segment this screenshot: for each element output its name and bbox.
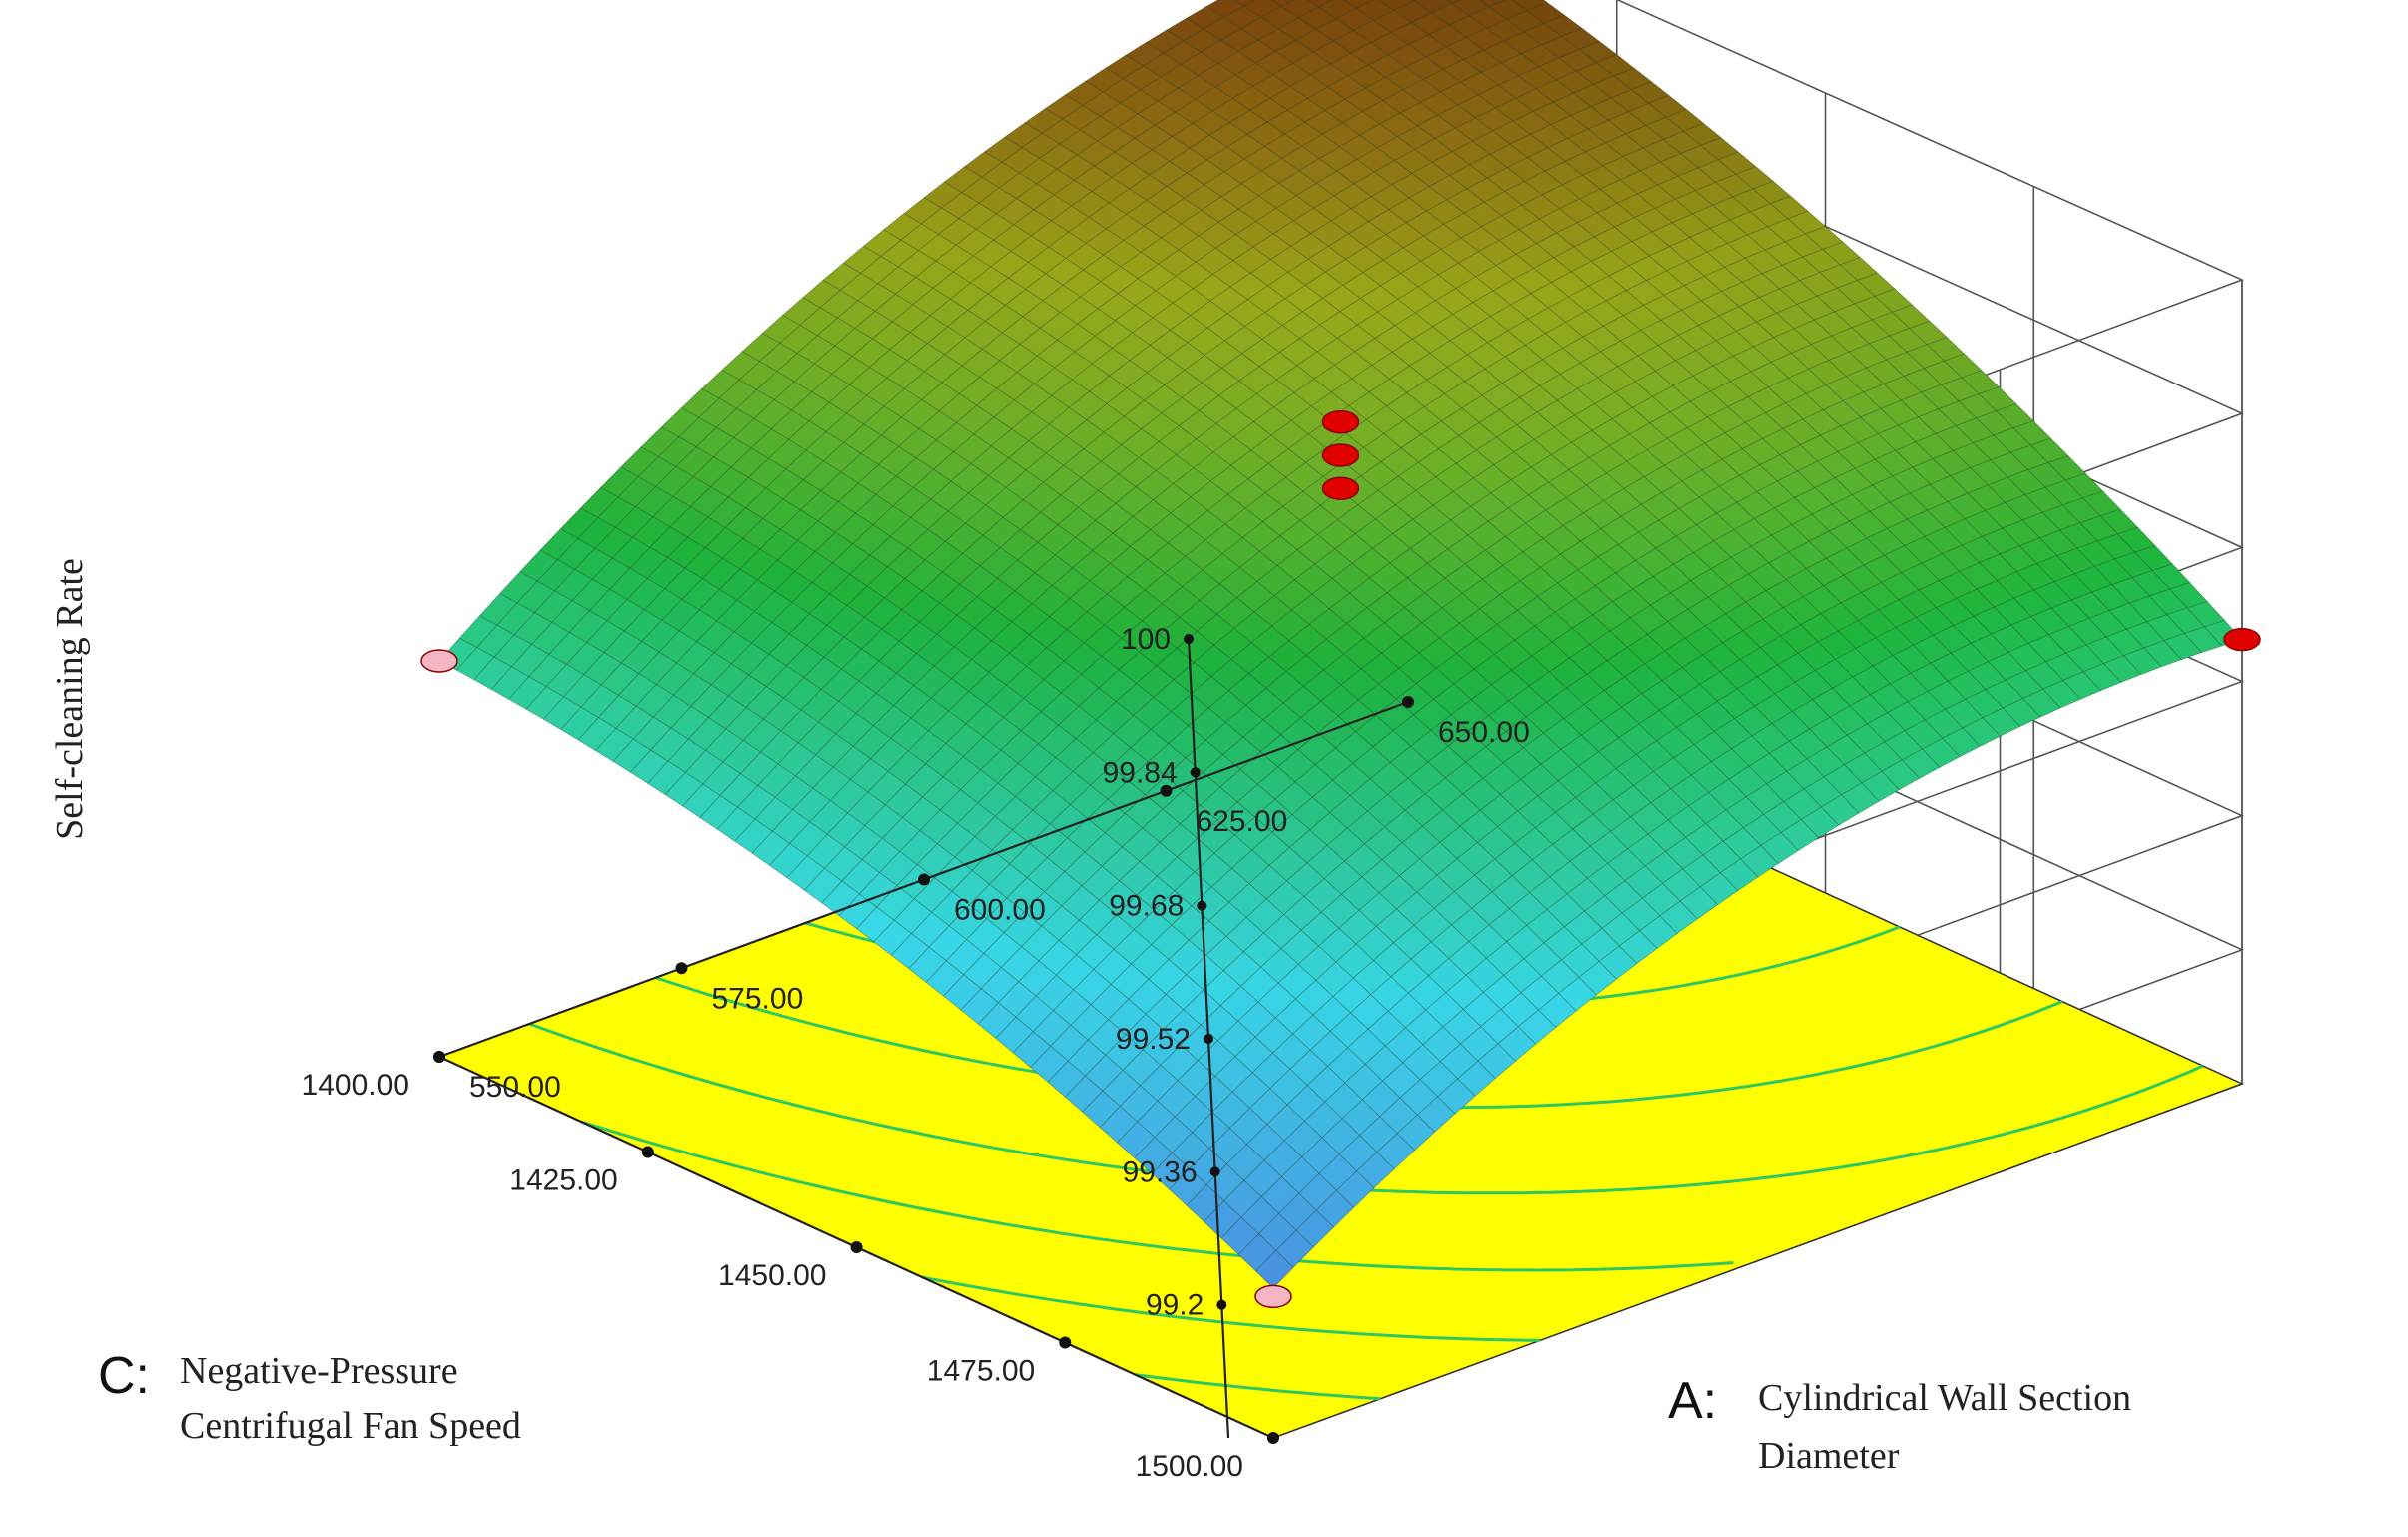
surface-cell (2002, 698, 2041, 728)
c-tick-label: 1400.00 (302, 1069, 409, 1102)
a-tick-label: 625.00 (1197, 805, 1288, 838)
a-axis-title-line-2: Diameter (1758, 1435, 1900, 1477)
surface-cell (1412, 0, 1417, 2)
z-tick-label: 99.2 (1146, 1289, 1204, 1322)
c-tick-mark (1267, 1432, 1279, 1444)
response-surface (438, 0, 2243, 1289)
z-tick-mark (1216, 1299, 1227, 1310)
c-axis-title-line-1: Negative-Pressure (180, 1350, 458, 1392)
a-tick-mark (1160, 784, 1173, 797)
z-tick-mark (1184, 634, 1194, 644)
surface-cell (1446, 0, 1461, 5)
z-tick-label: 100 (1121, 623, 1171, 656)
z-tick-label: 99.52 (1116, 1023, 1191, 1056)
z-tick-mark (1209, 1166, 1220, 1177)
a-tick-mark (918, 873, 930, 886)
contour-line (1135, 1373, 1381, 1401)
z-tick-mark (1190, 767, 1201, 778)
a-axis-title-line-1: Cylindrical Wall Section (1758, 1377, 2131, 1419)
surface-cell (1396, 1114, 1436, 1152)
design-point (420, 649, 458, 673)
c-tick-mark (850, 1241, 863, 1253)
a-axis-letter: A: (1668, 1372, 1717, 1430)
design-points (420, 409, 2261, 1309)
z-tick-mark (1204, 1034, 1213, 1044)
c-tick-label: 1475.00 (927, 1355, 1035, 1388)
c-tick-label: 1425.00 (509, 1164, 617, 1197)
design-point (2223, 627, 2261, 652)
surface-cell (1255, 1249, 1294, 1289)
c-tick-mark (641, 1146, 654, 1158)
a-tick-label: 575.00 (712, 982, 804, 1015)
a-tick-label: 550.00 (469, 1071, 561, 1104)
c-axis-letter: C: (98, 1347, 150, 1405)
a-tick-mark (1402, 696, 1414, 708)
surface-cell (1356, 1152, 1395, 1189)
surface-cell (1335, 1170, 1375, 1208)
surface-cell (1416, 1096, 1456, 1133)
design-point (1321, 476, 1360, 501)
axes: 99.2 99.36 99.52 99.68 99.84 100 1400.00 1425.0… (302, 623, 1530, 1483)
z-tick-label: 99.68 (1109, 890, 1184, 923)
design-point (1321, 443, 1360, 467)
design-point (1321, 409, 1360, 434)
z-tick-mark (1197, 900, 1207, 911)
surface-cell (1307, 0, 1334, 8)
design-point (1254, 1284, 1292, 1309)
surface-cell (1659, 900, 1698, 935)
z-axis-title: Self-cleaning Rate (49, 558, 91, 840)
z-tick-label: 99.36 (1123, 1155, 1198, 1188)
c-axis-title-line-2: Centrifugal Fan Speed (180, 1405, 521, 1447)
a-tick-label: 600.00 (954, 894, 1046, 927)
c-tick-mark (1059, 1336, 1072, 1349)
surface-cell (1760, 831, 1799, 865)
c-tick-label: 1450.00 (718, 1259, 826, 1292)
c-tick-label: 1500.00 (1136, 1450, 1243, 1483)
a-tick-mark (433, 1051, 445, 1063)
surface-cell (1901, 748, 1941, 779)
z-tick-label: 99.84 (1103, 756, 1178, 789)
a-tick-mark (675, 962, 688, 975)
a-tick-label: 650.00 (1438, 716, 1530, 749)
